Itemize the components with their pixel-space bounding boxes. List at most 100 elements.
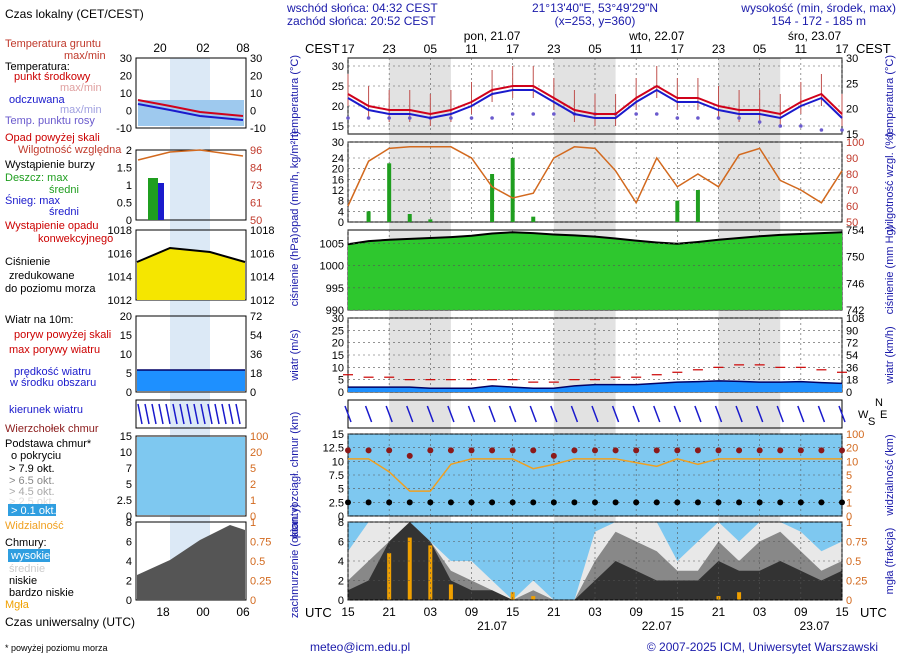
legend-cloud-scale-right: 20 [250, 447, 262, 459]
cloud-top-point [386, 447, 393, 454]
precip-ytick: 0 [338, 217, 344, 229]
legend-frame [135, 315, 247, 393]
wind-ytick: 30 [332, 313, 344, 325]
legend-cloud-scale-left: 0 [126, 511, 132, 523]
legend-visibility: Widzialność [5, 520, 64, 532]
cloud-top-point [736, 447, 743, 454]
cest-hour-label: 11 [630, 42, 643, 56]
precip-ytick: 24 [332, 153, 344, 165]
legend-wind-arrow [200, 403, 206, 425]
legend-cover-scale-left: 8 [126, 517, 132, 529]
temp-ytitle-right: temperatura (°C) [884, 55, 896, 137]
legend-rain-mean: średni [49, 184, 79, 196]
dewpoint-point [407, 116, 412, 120]
grid-text: (x=253, y=360) [555, 14, 636, 28]
day-label: 23.07 [800, 619, 830, 633]
cloud-ytick: 12.5 [323, 443, 344, 455]
cest-hour-label: 11 [465, 42, 478, 56]
legend-pressure-scale-left: 1018 [108, 225, 132, 237]
cloud-ytick: 7.5 [329, 470, 344, 482]
legend-wind-arrow [165, 403, 171, 425]
cloud-base-point [489, 499, 496, 506]
legend-cover-scale-right: 1 [250, 517, 256, 529]
legend-wind-title: Wiatr na 10m: [5, 314, 73, 326]
precip-bar [490, 174, 495, 222]
day-label: pon, 21.07 [464, 29, 521, 43]
cover-rtick: 0.5 [846, 556, 861, 568]
dewpoint-point [469, 116, 474, 120]
dewpoint-point [654, 112, 659, 116]
cover-rtick: 1 [846, 517, 852, 529]
wind-arrow [467, 405, 476, 423]
cloud-base-point [839, 499, 845, 506]
wind-arrow [406, 405, 414, 423]
dewpoint-point [634, 112, 638, 116]
precip-rtick: 90 [846, 153, 858, 165]
legend-local-time-title: Czas lokalny (CET/CEST) [5, 7, 144, 21]
feels-like-line [347, 88, 843, 120]
legend-pressure-scale-left: 1012 [108, 295, 132, 307]
wind-ytick: 10 [332, 362, 344, 374]
contact-link[interactable]: meteo@icm.edu.pl [310, 640, 410, 654]
compass-e: E [880, 409, 887, 421]
day-label: 22.07 [642, 619, 672, 633]
legend-precip-scale-right: 73 [250, 180, 262, 192]
legend-wind-arrow [235, 403, 241, 425]
cloud-base-point [756, 499, 763, 506]
cest-hour-label: 17 [835, 42, 849, 56]
legend-wind-arrow [179, 403, 185, 425]
cest-hour-label: 23 [712, 42, 726, 56]
dewpoint-point [778, 124, 783, 128]
legend-cloud-base-2: o pokryciu [11, 450, 61, 462]
cover-rtick: 0 [846, 595, 852, 607]
dewpoint-point [696, 116, 700, 120]
pressure-ytick: 1005 [320, 238, 344, 250]
cloud-top-point [509, 447, 516, 454]
cloud-base-point [530, 499, 537, 506]
cloud-ytick: 2.5 [329, 497, 344, 509]
legend-pressure-3: do poziomu morza [5, 283, 96, 295]
cloud-rtick: 100 [846, 429, 864, 441]
legend-wind-arrow [172, 403, 178, 425]
cloud-top-point [756, 447, 763, 454]
precip-ytick: 30 [332, 137, 344, 149]
wind-arrow [714, 405, 723, 423]
legend-cloud-scale-right: 100 [250, 431, 268, 443]
legend-cover-high: wysokie [10, 550, 50, 562]
wind-rtick: 18 [846, 375, 858, 387]
temp-rtick: 20 [846, 104, 858, 116]
cloud-rtick: 10 [846, 456, 858, 468]
cloud-top-point [406, 452, 413, 459]
cloud-base-point [345, 499, 351, 506]
cest-hour-label: 11 [795, 42, 808, 56]
wind-rtick: 36 [846, 362, 858, 374]
precip-bar [407, 214, 412, 222]
legend-wind-scale-right: 18 [250, 368, 262, 380]
cloud-top-point [694, 447, 701, 454]
wind-arrow [653, 405, 661, 423]
precip-ytick: 8 [338, 196, 344, 208]
legend-temp-minmax: max/min [60, 82, 102, 94]
cloud-base-point [386, 499, 393, 506]
legend-feels-minmax: max/min [60, 104, 102, 116]
cloud-base-point [550, 499, 557, 506]
cloud-base-point [694, 499, 701, 506]
cloud-base-point [468, 499, 475, 506]
cover-rtick: 0.75 [846, 537, 867, 549]
legend-wind-scale-right: 72 [250, 311, 262, 323]
wind-arrow [508, 405, 517, 423]
cloud-top-point [818, 447, 825, 454]
day-label: wto, 22.07 [628, 29, 685, 43]
legend-snow-mean: średni [49, 206, 79, 218]
legend-wind-scale-left: 20 [120, 311, 132, 323]
legend-hour-top: 02 [196, 41, 210, 55]
temp-ytick: 25 [332, 81, 344, 93]
legend-precip-scale-right: 84 [250, 163, 262, 175]
cloud-top-point [530, 447, 537, 454]
cloud-top-point [777, 447, 784, 454]
cloud-ytitle-right: widzialność (km) [884, 434, 896, 516]
day-label: śro, 23.07 [788, 29, 842, 43]
cloud-base-point [612, 499, 619, 506]
legend-cloud-scale-left: 15 [120, 431, 132, 443]
compass-n: N [875, 397, 883, 409]
